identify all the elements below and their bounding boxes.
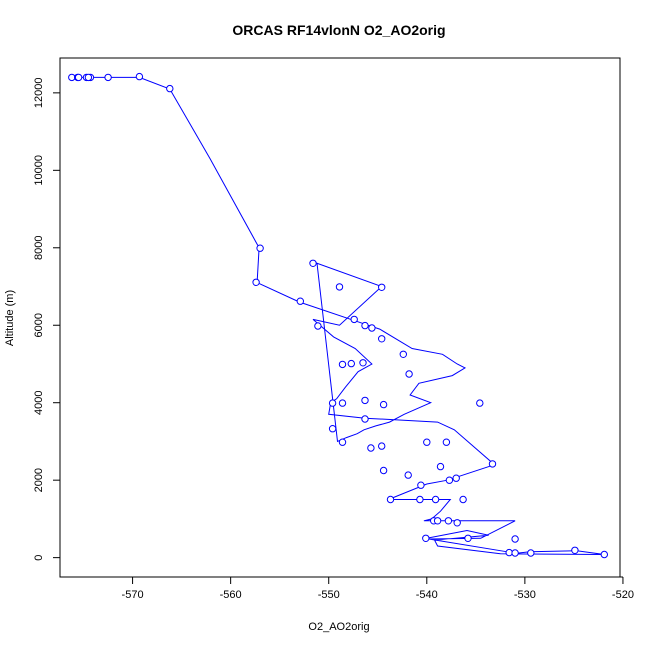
data-point bbox=[379, 466, 388, 475]
x-tick-label: -570 bbox=[122, 589, 144, 601]
data-point bbox=[296, 297, 304, 305]
x-tick-label: -530 bbox=[514, 589, 536, 601]
data-point bbox=[378, 442, 386, 450]
data-point bbox=[416, 495, 424, 504]
data-point bbox=[511, 549, 519, 557]
data-point bbox=[166, 84, 174, 93]
data-point bbox=[464, 534, 472, 542]
data-point bbox=[338, 360, 347, 369]
data-point bbox=[84, 73, 93, 82]
data-point bbox=[459, 495, 467, 504]
data-point bbox=[600, 550, 608, 559]
data-point bbox=[252, 278, 260, 286]
data-point bbox=[338, 438, 347, 446]
data-point bbox=[361, 321, 369, 330]
x-tick-label: -560 bbox=[220, 589, 242, 601]
data-point bbox=[256, 244, 264, 252]
y-axis-label: Altitude (m) bbox=[4, 290, 16, 346]
data-point bbox=[104, 73, 112, 82]
data-point bbox=[361, 415, 369, 423]
y-axis: 0 2000 4000 6000 8000 10000 12000 bbox=[33, 78, 61, 561]
data-point bbox=[404, 471, 412, 479]
x-tick-label: -550 bbox=[318, 589, 340, 601]
data-point bbox=[405, 370, 413, 378]
y-tick-label: 12000 bbox=[33, 78, 45, 109]
data-point bbox=[423, 438, 431, 446]
data-point bbox=[445, 476, 454, 484]
data-point bbox=[367, 444, 375, 452]
series-line bbox=[72, 76, 605, 555]
data-point bbox=[452, 474, 460, 482]
data-point bbox=[527, 549, 535, 557]
data-point bbox=[309, 259, 317, 267]
y-tick-label: 4000 bbox=[33, 390, 45, 414]
data-point bbox=[378, 283, 386, 291]
data-point bbox=[379, 400, 388, 409]
data-point bbox=[350, 315, 358, 324]
data-point bbox=[422, 534, 430, 542]
data-point bbox=[74, 73, 83, 82]
x-axis: -570 -560 -550 -540 -530 -520 bbox=[122, 576, 634, 601]
data-point bbox=[359, 359, 367, 367]
data-point bbox=[347, 359, 355, 368]
data-point bbox=[328, 425, 337, 433]
y-tick-label: 8000 bbox=[33, 236, 45, 260]
data-point bbox=[476, 399, 484, 407]
data-point bbox=[431, 495, 440, 504]
data-point bbox=[314, 322, 322, 330]
y-tick-label: 2000 bbox=[33, 468, 45, 492]
data-point bbox=[135, 72, 144, 81]
x-axis-label: O2_AO2orig bbox=[308, 621, 369, 633]
data-point bbox=[399, 350, 407, 358]
data-point bbox=[433, 517, 442, 525]
x-tick-label: -540 bbox=[416, 589, 438, 601]
chart-title: ORCAS RF14vlonN O2_AO2orig bbox=[232, 22, 445, 38]
data-point bbox=[436, 462, 445, 471]
data-point bbox=[417, 481, 425, 489]
data-point bbox=[511, 535, 519, 543]
data-point bbox=[386, 495, 395, 504]
data-point bbox=[453, 519, 461, 527]
plot-frame bbox=[59, 57, 621, 578]
data-point bbox=[488, 460, 497, 468]
data-point bbox=[338, 399, 347, 407]
data-point bbox=[571, 546, 579, 554]
x-tick-label: -520 bbox=[612, 589, 634, 601]
data-series bbox=[68, 72, 608, 559]
data-point bbox=[368, 324, 376, 332]
data-point bbox=[444, 517, 453, 525]
y-tick-label: 6000 bbox=[33, 313, 45, 337]
data-point bbox=[361, 396, 369, 405]
data-point bbox=[328, 399, 337, 407]
data-point bbox=[335, 283, 344, 291]
data-point bbox=[378, 335, 386, 343]
data-point bbox=[442, 438, 451, 446]
y-tick-label: 10000 bbox=[33, 155, 45, 186]
y-tick-label: 0 bbox=[33, 555, 45, 561]
